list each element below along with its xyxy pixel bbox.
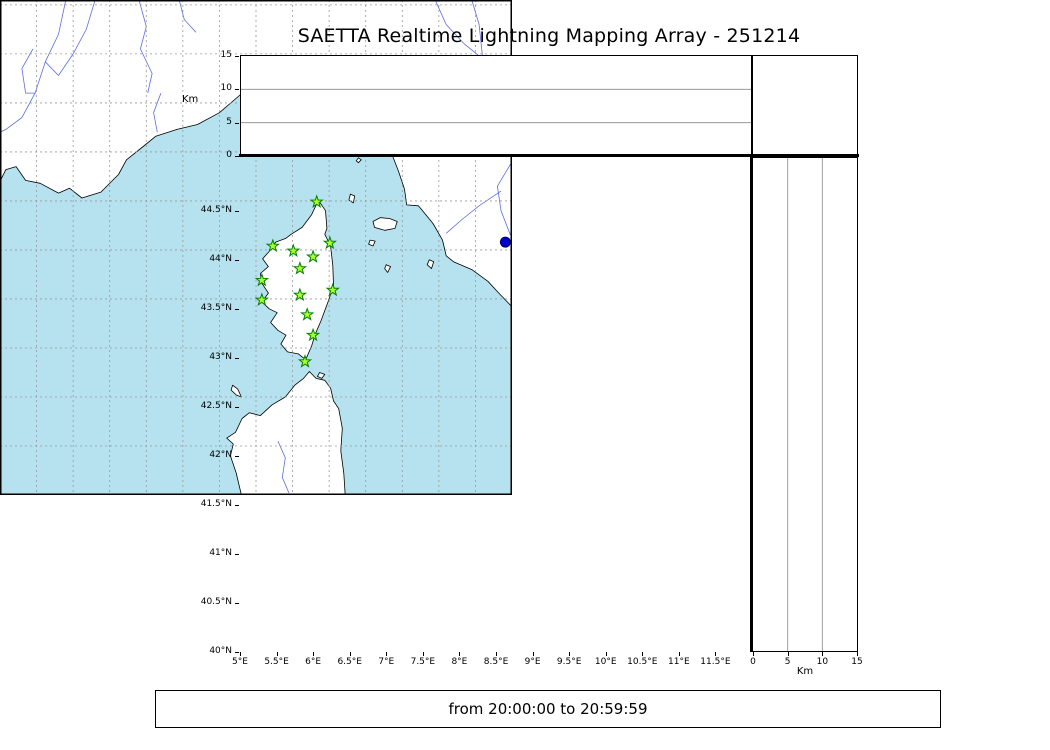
tick-mark xyxy=(606,652,607,656)
tick-mark xyxy=(715,652,716,656)
altitude-axis-label-bottom: Km xyxy=(796,666,814,677)
lat-tick-label: 43°N xyxy=(209,351,232,362)
lat-tick-label: 40.5°N xyxy=(200,596,232,607)
tick-mark xyxy=(679,652,680,656)
station-marker xyxy=(265,238,280,253)
altitude-longitude-panel xyxy=(240,55,752,157)
alt-tick-label: 10 xyxy=(220,83,232,94)
station-marker xyxy=(286,243,301,258)
tick-mark xyxy=(235,123,239,124)
tick-mark xyxy=(235,407,239,408)
tick-mark xyxy=(496,652,497,656)
tick-mark xyxy=(533,652,534,656)
lon-tick-label: 9.5°E xyxy=(556,657,582,667)
lon-tick-label: 5°E xyxy=(232,657,248,667)
tick-mark xyxy=(423,652,424,656)
lat-tick-label: 43.5°N xyxy=(200,302,232,313)
tick-mark xyxy=(350,652,351,656)
panel-separator-vertical xyxy=(750,154,753,652)
tick-mark xyxy=(313,652,314,656)
lat-tick-label: 40°N xyxy=(209,646,232,656)
lon-tick-label: 7.5°E xyxy=(410,657,436,667)
lat-tick-label: 41°N xyxy=(209,547,232,558)
altitude-axis-label-left: Km xyxy=(182,94,199,105)
alt-tick-label: 10 xyxy=(816,657,829,667)
altitude-latitude-panel xyxy=(752,157,858,652)
lat-tick-label: 41.5°N xyxy=(200,498,232,509)
tick-mark xyxy=(240,652,241,656)
tick-mark xyxy=(788,652,789,656)
alt-tick-label: 0 xyxy=(750,657,756,667)
lon-tick-label: 7°E xyxy=(378,657,395,667)
lon-tick-label: 6.5°E xyxy=(337,657,362,667)
time-range-box: from 20:00:00 to 20:59:59 xyxy=(155,690,941,728)
tick-mark xyxy=(235,89,239,90)
station-marker xyxy=(305,327,321,342)
tick-mark xyxy=(857,652,858,656)
tick-mark xyxy=(235,456,239,457)
lon-tick-label: 10°E xyxy=(594,657,617,667)
tick-mark xyxy=(386,652,387,656)
lon-tick-label: 5.5°E xyxy=(264,657,289,667)
tick-mark xyxy=(235,309,239,310)
station-marker xyxy=(292,287,308,302)
tick-mark xyxy=(235,603,239,604)
tick-mark xyxy=(277,652,278,656)
station-marker xyxy=(325,282,340,297)
event-markers xyxy=(499,236,511,248)
lat-tick-label: 44°N xyxy=(209,253,232,264)
tick-mark xyxy=(235,211,239,212)
lon-tick-label: 9°E xyxy=(524,657,541,667)
station-marker xyxy=(309,194,324,209)
station-marker xyxy=(292,261,308,275)
tick-mark xyxy=(235,156,239,157)
lat-tick-label: 42.5°N xyxy=(200,400,232,411)
tick-mark xyxy=(235,554,239,555)
lat-tick-label: 42°N xyxy=(209,449,232,460)
alt-tick-label: 15 xyxy=(220,50,232,60)
altitude-longitude-canvas xyxy=(241,88,751,124)
alt-tick-label: 15 xyxy=(851,657,863,667)
station-marker xyxy=(254,272,270,287)
tick-mark xyxy=(235,56,239,57)
corner-panel xyxy=(752,55,858,157)
page-title: SAETTA Realtime Lightning Mapping Array … xyxy=(297,25,801,47)
altitude-latitude-canvas xyxy=(787,158,823,651)
lon-tick-label: 11°E xyxy=(668,657,690,667)
map-frame xyxy=(0,0,512,495)
tick-mark xyxy=(235,358,239,359)
event-marker xyxy=(499,236,511,248)
tick-mark xyxy=(822,652,823,656)
tick-mark xyxy=(569,652,570,656)
station-marker xyxy=(297,354,313,368)
station-marker xyxy=(322,235,338,250)
tick-mark xyxy=(235,260,239,261)
lon-tick-label: 8°E xyxy=(451,657,468,667)
graticule xyxy=(0,0,512,495)
tick-mark xyxy=(235,652,239,653)
tick-mark xyxy=(235,505,239,506)
time-range-text: from 20:00:00 to 20:59:59 xyxy=(448,700,648,718)
lon-tick-label: 10.5°E xyxy=(627,657,658,667)
panel-separator-horizontal xyxy=(239,154,859,157)
tick-mark xyxy=(753,652,754,656)
alt-tick-label: 0 xyxy=(226,150,232,160)
tick-mark xyxy=(459,652,460,656)
station-marker xyxy=(300,307,315,321)
station-markers xyxy=(254,194,340,368)
lon-tick-label: 8.5°E xyxy=(483,657,509,667)
alt-tick-label: 5 xyxy=(226,116,232,127)
alt-tick-label: 5 xyxy=(784,657,791,667)
lon-tick-label: 6°E xyxy=(305,657,322,667)
lat-tick-label: 44.5°N xyxy=(200,204,232,215)
station-marker xyxy=(305,249,321,263)
station-marker xyxy=(254,292,270,307)
tick-mark xyxy=(642,652,643,656)
lon-tick-label: 11.5°E xyxy=(700,657,731,667)
